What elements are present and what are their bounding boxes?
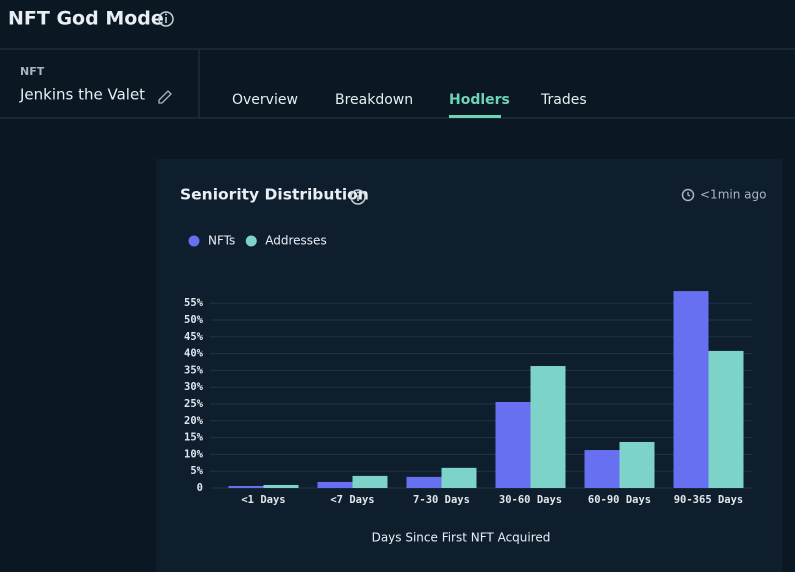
x-axis-label: Days Since First NFT Acquired [372, 531, 551, 545]
legend-marker [188, 235, 200, 247]
tab-underline [449, 115, 501, 118]
bar [584, 450, 620, 488]
legend-label: NFTs [208, 234, 235, 248]
tab[interactable]: Breakdown [335, 92, 413, 108]
y-tick-label: 5% [190, 465, 203, 477]
y-tick-label: 10% [184, 448, 204, 460]
bar [708, 350, 744, 488]
bar [406, 476, 442, 488]
bar [317, 481, 353, 488]
bar [263, 484, 299, 488]
bar [495, 401, 531, 488]
info-icon[interactable] [350, 189, 366, 205]
x-tick-label: 30-60 Days [499, 494, 562, 506]
legend-label: Addresses [265, 234, 326, 248]
tab[interactable]: Trades [540, 92, 587, 108]
y-tick-label: 30% [184, 381, 204, 393]
legend-marker [245, 235, 257, 247]
tab-active[interactable]: Hodlers [449, 92, 510, 108]
y-tick-label: 15% [184, 432, 204, 444]
bar [530, 366, 566, 488]
app-title: NFT God Mode [8, 8, 164, 30]
y-tick-label: 20% [184, 415, 204, 427]
bar [352, 475, 388, 488]
y-tick-label: 55% [184, 297, 204, 309]
x-tick-label: <1 Days [241, 494, 285, 506]
clock-icon [681, 188, 695, 202]
tab[interactable]: Overview [232, 92, 298, 108]
bar [673, 291, 709, 488]
updated-time: <1min ago [700, 188, 766, 202]
bar [441, 467, 477, 488]
x-tick-label: 60-90 Days [588, 494, 651, 506]
y-tick-label: 45% [184, 331, 204, 343]
y-tick-label: 25% [184, 398, 204, 410]
nft-name: Jenkins the Valet [19, 86, 145, 104]
chart-title: Seniority Distribution [180, 186, 369, 204]
bar [228, 485, 264, 488]
y-tick-label: 50% [184, 314, 204, 326]
info-icon[interactable] [158, 11, 174, 27]
edit-icon[interactable] [158, 90, 172, 104]
x-tick-label: <7 Days [330, 494, 374, 506]
bar [619, 441, 655, 488]
x-tick-label: 7-30 Days [413, 494, 470, 506]
y-tick-label: 40% [184, 348, 204, 360]
y-tick-label: 0 [197, 482, 203, 494]
y-tick-label: 35% [184, 364, 204, 376]
nft-label: NFT [20, 65, 45, 78]
x-tick-label: 90-365 Days [674, 494, 744, 506]
